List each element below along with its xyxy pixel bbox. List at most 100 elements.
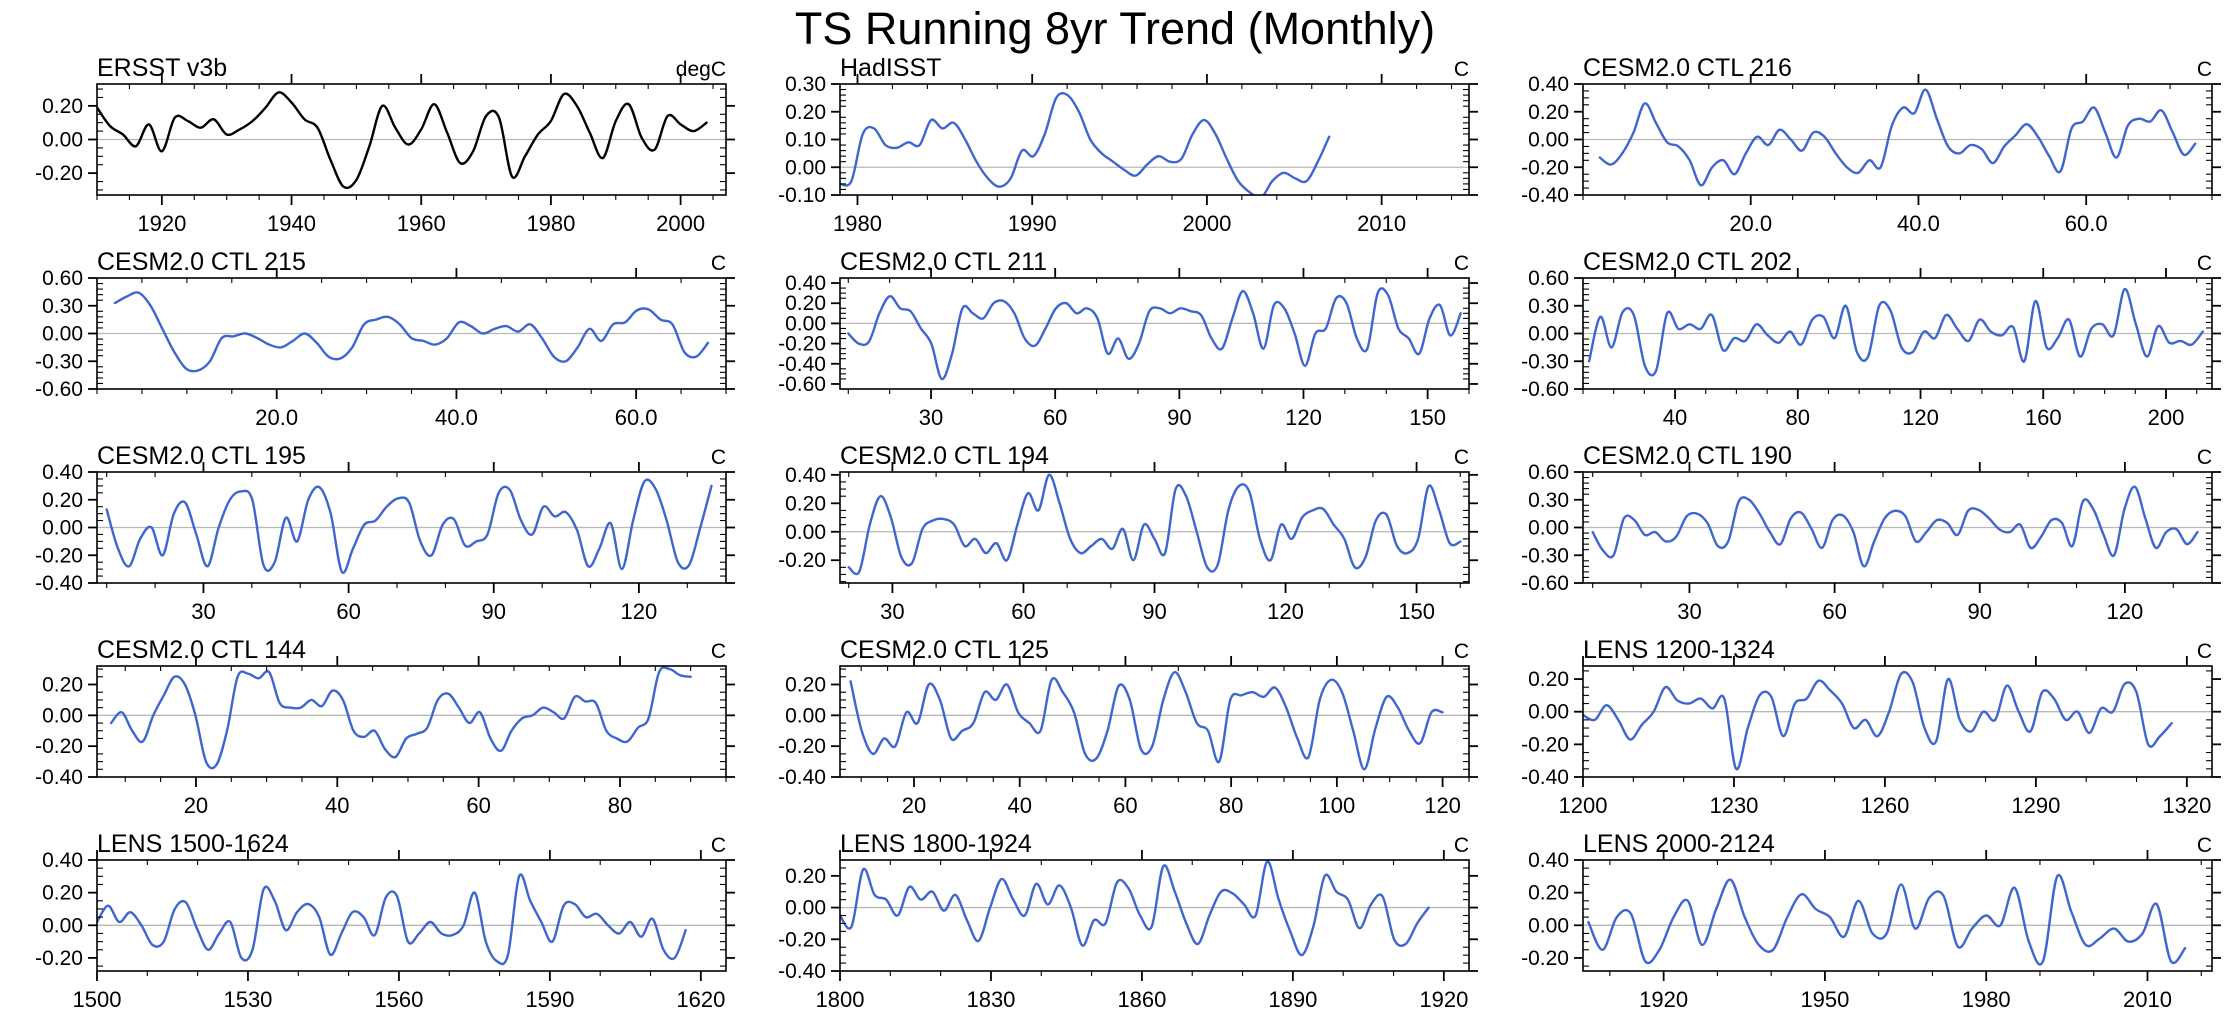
panel-title: LENS 1800-1924	[840, 830, 1032, 858]
plot-frame	[96, 859, 727, 972]
y-tick-label: 0.00	[42, 129, 83, 152]
x-tick-label: 80	[1219, 793, 1243, 818]
trend-line	[847, 473, 1462, 576]
trend-line	[113, 291, 710, 373]
panel-unit-label: C	[2197, 252, 2212, 275]
x-tick-label: 1960	[397, 211, 446, 236]
y-tick-label: -0.20	[1521, 156, 1569, 179]
y-tick-label: 0.40	[785, 464, 826, 487]
x-tick-label: 60.0	[615, 405, 658, 430]
panel-unit-label: C	[1454, 834, 1469, 857]
y-tick-label: -0.40	[778, 353, 826, 376]
panel-unit-label: C	[1454, 58, 1469, 81]
chart-panel-lens-2000-2124: LENS 2000-2124 C 0.40 0.20 0.00 -0.20 1920 1950…	[1521, 830, 2221, 1012]
panel-unit-label: C	[711, 834, 726, 857]
y-tick-label: 0.10	[785, 129, 826, 152]
x-tick-label: 1800	[816, 987, 865, 1012]
y-tick-label: -0.30	[1521, 544, 1569, 567]
x-tick-label: 150	[1409, 405, 1446, 430]
y-tick-label: 0.40	[1528, 73, 1569, 96]
x-tick-label: 1860	[1117, 987, 1166, 1012]
x-tick-label: 100	[1318, 793, 1355, 818]
y-tick-label: 0.20	[42, 674, 83, 697]
x-tick-label: 40.0	[435, 405, 478, 430]
x-tick-label: 1980	[526, 211, 575, 236]
panel-unit-label: C	[1454, 640, 1469, 663]
y-tick-label: 0.00	[785, 156, 826, 179]
x-tick-label: 120	[1267, 599, 1304, 624]
chart-panel-cesm2-0-ctl-144: CESM2.0 CTL 144 C 0.20 0.00 -0.20 -0.40 20 40 60…	[35, 636, 735, 818]
x-tick-label: 1990	[1008, 211, 1057, 236]
y-tick-label: -0.40	[778, 766, 826, 789]
charts-grid: ERSST v3b degC 0.20 0.00 -0.20 1920 1940 1960 19…	[0, 54, 2229, 1024]
plot-frame	[1582, 859, 2213, 972]
x-tick-label: 1200	[1559, 793, 1608, 818]
y-tick-label: 0.20	[1528, 101, 1569, 124]
x-tick-label: 2010	[1357, 211, 1406, 236]
x-tick-label: 20	[902, 793, 926, 818]
trend-line	[97, 91, 708, 190]
x-tick-label: 80	[1786, 405, 1810, 430]
y-tick-label: 0.20	[785, 492, 826, 515]
trend-line	[105, 478, 713, 575]
y-tick-label: 0.30	[785, 73, 826, 96]
x-tick-label: 60	[1113, 793, 1137, 818]
plot-frame	[839, 665, 1470, 778]
chart-panel-cesm2-0-ctl-216: CESM2.0 CTL 216 C 0.40 0.20 0.00 -0.20 -0.40 20…	[1521, 54, 2221, 236]
chart-panel-cesm2-0-ctl-202: CESM2.0 CTL 202 C 0.60 0.30 0.00 -0.30 -0.60 40…	[1521, 248, 2221, 430]
y-tick-label: 0.00	[785, 312, 826, 335]
x-tick-label: 1920	[1419, 987, 1468, 1012]
trend-line	[1587, 873, 2187, 966]
y-tick-label: 0.00	[1528, 129, 1569, 152]
x-tick-label: 1950	[1800, 987, 1849, 1012]
y-tick-label: 0.20	[1528, 882, 1569, 905]
y-tick-label: -0.60	[778, 373, 826, 396]
y-tick-label: 0.20	[42, 489, 83, 512]
plot-frame	[839, 83, 1470, 196]
x-tick-label: 150	[1398, 599, 1435, 624]
y-tick-label: 0.40	[1528, 849, 1569, 872]
y-tick-label: 0.40	[42, 849, 83, 872]
chart-panel-lens-1500-1624: LENS 1500-1624 C 0.40 0.20 0.00 -0.20 1500 1530…	[35, 830, 735, 1012]
panel-title: CESM2.0 CTL 125	[840, 636, 1049, 664]
x-tick-label: 1530	[223, 987, 272, 1012]
y-tick-label: 0.20	[785, 101, 826, 124]
x-tick-label: 60	[466, 793, 490, 818]
x-tick-label: 20.0	[1729, 211, 1772, 236]
trend-line	[1591, 485, 2199, 568]
y-tick-label: 0.20	[785, 292, 826, 315]
panel-unit-label: C	[2197, 834, 2212, 857]
panel-title: LENS 2000-2124	[1583, 830, 1775, 858]
panel-unit-label: C	[711, 640, 726, 663]
x-tick-label: 30	[880, 599, 904, 624]
plot-frame	[96, 665, 727, 778]
panel-unit-label: C	[711, 446, 726, 469]
y-tick-label: 0.00	[785, 897, 826, 920]
x-tick-label: 1980	[833, 211, 882, 236]
chart-panel-cesm2-0-ctl-215: CESM2.0 CTL 215 C 0.60 0.30 0.00 -0.30 -0.60 20…	[35, 248, 735, 430]
panel-title: HadISST	[840, 54, 941, 82]
x-tick-label: 1560	[374, 987, 423, 1012]
y-tick-label: -0.20	[1521, 733, 1569, 756]
trend-line	[97, 873, 687, 966]
panel-title: CESM2.0 CTL 144	[97, 636, 306, 664]
panel-unit-label: C	[711, 252, 726, 275]
y-tick-label: -0.20	[35, 162, 83, 185]
y-tick-label: -0.20	[35, 544, 83, 567]
x-tick-label: 1890	[1268, 987, 1317, 1012]
x-tick-label: 120	[1424, 793, 1461, 818]
y-tick-label: 0.30	[1528, 489, 1569, 512]
y-tick-label: 0.00	[42, 323, 83, 346]
x-tick-label: 90	[1968, 599, 1992, 624]
x-tick-label: 90	[482, 599, 506, 624]
trend-line	[847, 287, 1462, 381]
trend-line	[840, 92, 1331, 195]
x-tick-label: 1980	[1962, 987, 2011, 1012]
panel-unit-label: C	[2197, 446, 2212, 469]
x-tick-label: 60.0	[2065, 211, 2108, 236]
x-tick-label: 30	[1677, 599, 1701, 624]
plot-frame	[839, 277, 1470, 390]
figure-page: TS Running 8yr Trend (Monthly) ERSST v3b…	[0, 4, 2230, 1024]
x-tick-label: 80	[608, 793, 632, 818]
